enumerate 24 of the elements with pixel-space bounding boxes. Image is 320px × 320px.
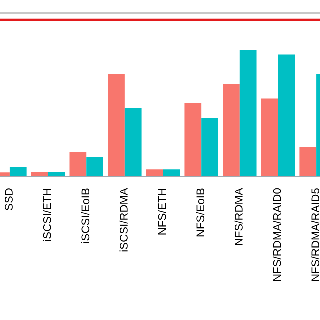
bar (240, 50, 257, 177)
bar (146, 170, 164, 177)
bar (300, 148, 317, 177)
bar (86, 157, 104, 177)
x-tick-label: NFS/RDMA/RAID0 (273, 188, 282, 282)
bar (70, 152, 87, 177)
x-tick-label: NFS/EoIB (196, 188, 205, 237)
bar (202, 118, 218, 177)
x-tick-label: iSCSI/ETH (43, 189, 52, 242)
x-tick-label: NFS/ETH (158, 189, 166, 235)
bar (31, 172, 48, 177)
bar (223, 84, 240, 177)
bar (163, 170, 180, 177)
bar (108, 74, 125, 177)
bar (261, 98, 278, 177)
x-tick-label: iSCSI/EoIB (81, 188, 90, 243)
bar (278, 54, 296, 177)
x-tick-label: NFS/RDMA (234, 188, 243, 246)
x-tick-label: iSCSI/RDMA (120, 188, 128, 252)
x-tick-label: NFS/RDMA/RAID5 (311, 188, 320, 282)
x-tick-label: SSD (5, 188, 13, 210)
bar (124, 108, 142, 177)
bar (184, 103, 202, 177)
bar (10, 166, 27, 177)
